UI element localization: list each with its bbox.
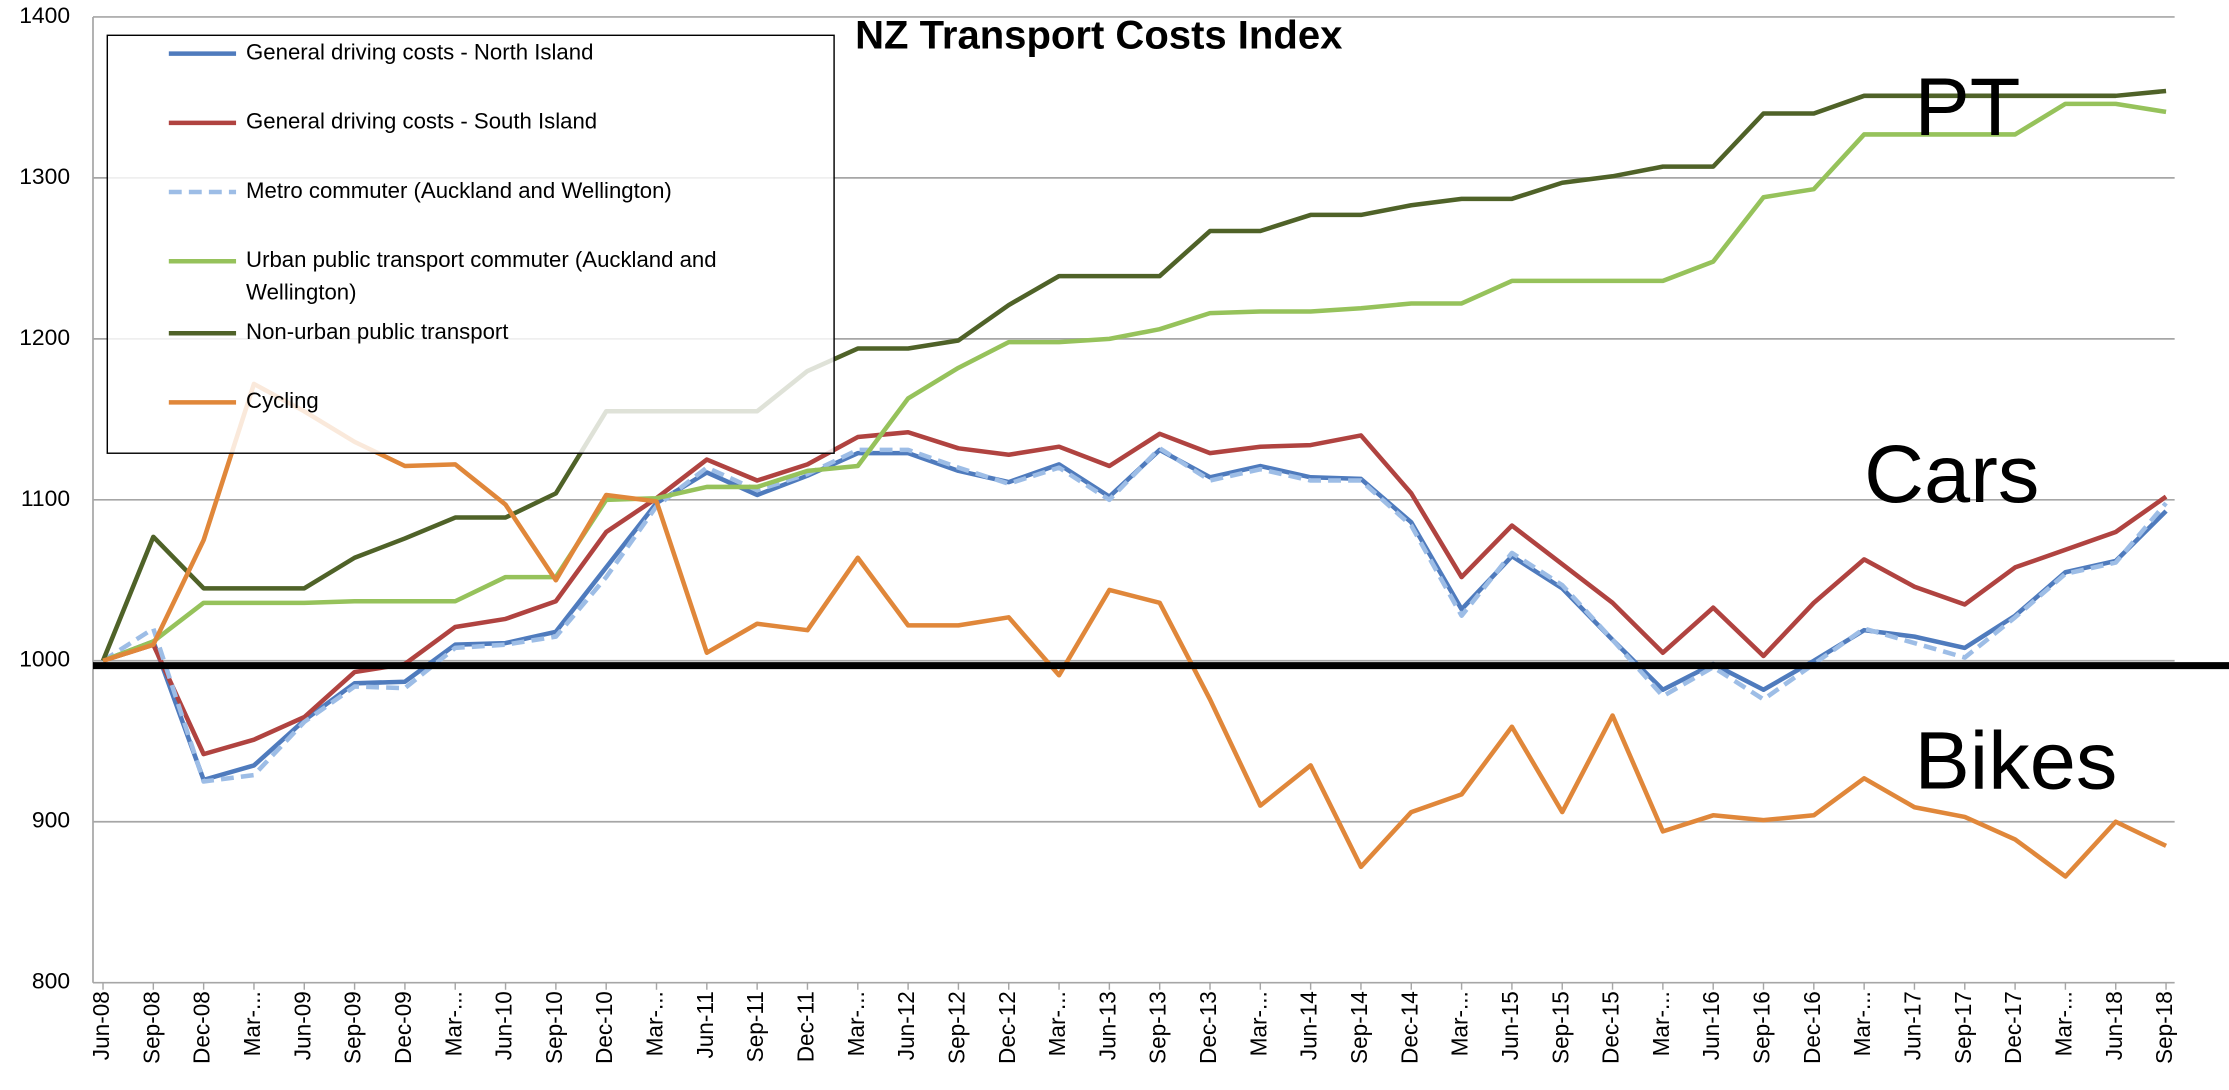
x-tick-label: Mar-... (843, 991, 869, 1056)
legend-box (106, 34, 835, 454)
grid: 800 900 1000 1100 1200 1300 1400 Jun-08 Sep-08 De… (19, 2, 2177, 1064)
x-tick-label: Dec-16 (1799, 991, 1825, 1064)
y-tick-label: 900 (32, 807, 70, 833)
annotation: PT (1914, 62, 2020, 153)
y-tick-label: 1400 (19, 2, 70, 28)
annotation: Cars (1864, 429, 2039, 520)
x-tick-label: Mar-... (1648, 991, 1674, 1056)
x-tick-label: Jun-10 (490, 991, 516, 1060)
x-tick-label: Sep-13 (1145, 991, 1171, 1064)
x-tick-label: Sep-10 (541, 991, 567, 1064)
x-tick-label: Dec-12 (994, 991, 1020, 1064)
x-tick-label: Sep-18 (2151, 991, 2177, 1064)
x-tick-label: Sep-16 (1748, 991, 1774, 1064)
x-tick-label: Jun-15 (1497, 991, 1523, 1060)
legend-label: General driving costs - North Island (246, 40, 593, 65)
x-tick-label: Jun-18 (2101, 991, 2127, 1060)
x-tick-label: Dec-09 (390, 991, 416, 1064)
x-tick-label: Mar-... (1849, 991, 1875, 1056)
chart-title: NZ Transport Costs Index (855, 14, 1342, 58)
series-line (102, 429, 2168, 757)
legend-label: Metro commuter (Auckland and Wellington) (246, 178, 672, 203)
x-tick-label: Dec-15 (1597, 991, 1623, 1064)
x-tick-label: Jun-08 (88, 991, 114, 1060)
x-tick-label: Sep-08 (138, 991, 164, 1064)
y-tick-label: 1100 (21, 485, 70, 511)
x-tick-label: Mar-... (1044, 991, 1070, 1056)
x-tick-label: Jun-09 (289, 991, 315, 1060)
x-tick-label: Jun-14 (1296, 991, 1322, 1060)
x-tick-label: Dec-17 (2000, 991, 2026, 1064)
x-tick-label: Mar-... (2050, 991, 2076, 1056)
x-tick-label: Sep-09 (340, 991, 366, 1064)
legend-label: Non-urban public transport (246, 319, 508, 344)
x-tick-label: Sep-17 (1950, 991, 1976, 1064)
x-tick-label: Dec-14 (1396, 991, 1422, 1064)
x-tick-label: Sep-12 (943, 991, 969, 1064)
y-tick-label: 800 (32, 968, 70, 994)
y-tick-label: 1000 (19, 646, 70, 672)
x-tick-label: Sep-11 (742, 991, 768, 1062)
x-tick-label: Dec-10 (591, 991, 617, 1064)
x-tick-label: Dec-13 (1195, 991, 1221, 1064)
x-tick-label: Mar-... (239, 991, 265, 1056)
series-line (102, 381, 2168, 879)
x-tick-label: Jun-12 (893, 991, 919, 1060)
plot: PT Cars Bikes (92, 62, 2229, 879)
y-tick-label: 1200 (19, 324, 70, 350)
legend-label: Cycling (246, 388, 319, 413)
annotation: Bikes (1914, 715, 2117, 806)
y-tick-label: 1300 (19, 163, 70, 189)
series-line (101, 446, 2168, 784)
x-tick-label: Dec-11 (792, 991, 818, 1062)
legend: General driving costs - North Island Gene… (106, 34, 835, 454)
x-tick-label: Jun-13 (1094, 991, 1120, 1060)
x-tick-label: Mar-... (1245, 991, 1271, 1056)
x-tick-label: Jun-11 (692, 991, 718, 1058)
x-tick-label: Jun-17 (1899, 991, 1925, 1060)
series-line (100, 88, 2167, 662)
x-tick-label: Jun-16 (1698, 991, 1724, 1060)
x-tick-label: Sep-15 (1547, 991, 1573, 1064)
x-tick-label: Sep-14 (1346, 991, 1372, 1064)
x-tick-label: Mar-... (641, 991, 667, 1056)
series-line (102, 101, 2167, 663)
x-tick-label: Dec-08 (189, 991, 215, 1064)
x-tick-label: Mar-... (440, 991, 466, 1056)
x-tick-label: Mar-... (1446, 991, 1472, 1056)
legend-label: Urban public transport commuter (Aucklan… (246, 247, 717, 304)
legend-label: General driving costs - South Island (246, 109, 597, 134)
